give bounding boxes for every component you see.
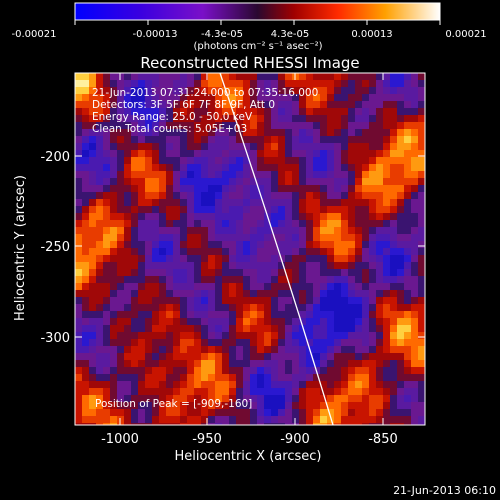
x-tick-label: -900: [280, 432, 310, 447]
y-tick-label: -250: [40, 240, 70, 255]
info-line-detectors: Detectors: 3F 5F 6F 7F 8F 9F, Att 0: [92, 99, 275, 111]
plot-frame: [74, 72, 426, 426]
y-tick-label: -200: [40, 150, 70, 165]
y-tick-label: -300: [40, 331, 70, 346]
colorbar-tick-label: 0.00013: [351, 29, 392, 40]
colorbar: [74, 2, 441, 21]
colorbar-ticks: [74, 20, 441, 25]
info-line-energy: Energy Range: 25.0 - 50.0 keV: [92, 111, 253, 123]
plot-timestamp: 21-Jun-2013 06:10: [393, 484, 496, 497]
colorbar-tick-label: -0.00021: [12, 29, 57, 40]
x-axis-label: Heliocentric X (arcsec): [175, 449, 322, 464]
colorbar-tick-label: 0.00021: [445, 29, 486, 40]
x-axis-ticks: [119, 73, 384, 425]
y-axis-ticks: [75, 155, 425, 338]
image-title: Reconstructed RHESSI Image: [140, 54, 359, 72]
y-axis-label: Heliocentric Y (arcsec): [13, 175, 28, 321]
colorbar-tick-label: 4.3e-05: [271, 29, 309, 40]
x-tick-label: -850: [368, 432, 398, 447]
heatmap-image: [75, 73, 425, 425]
colorbar-units-label: (photons cm⁻² s⁻¹ asec⁻²): [193, 41, 322, 52]
solar-limb-line: [219, 73, 334, 425]
x-tick-label: -1000: [101, 432, 139, 447]
info-line-counts: Clean Total counts: 5.05E+03: [92, 123, 247, 135]
colorbar-tick-label: -0.00013: [133, 29, 178, 40]
info-line-time: 21-Jun-2013 07:31:24.000 to 07:35:16.000: [92, 87, 318, 99]
colorbar-tick-label: -4.3e-05: [201, 29, 243, 40]
x-tick-label: -950: [192, 432, 222, 447]
peak-position-label: Position of Peak = [-909,-160]: [95, 398, 252, 410]
